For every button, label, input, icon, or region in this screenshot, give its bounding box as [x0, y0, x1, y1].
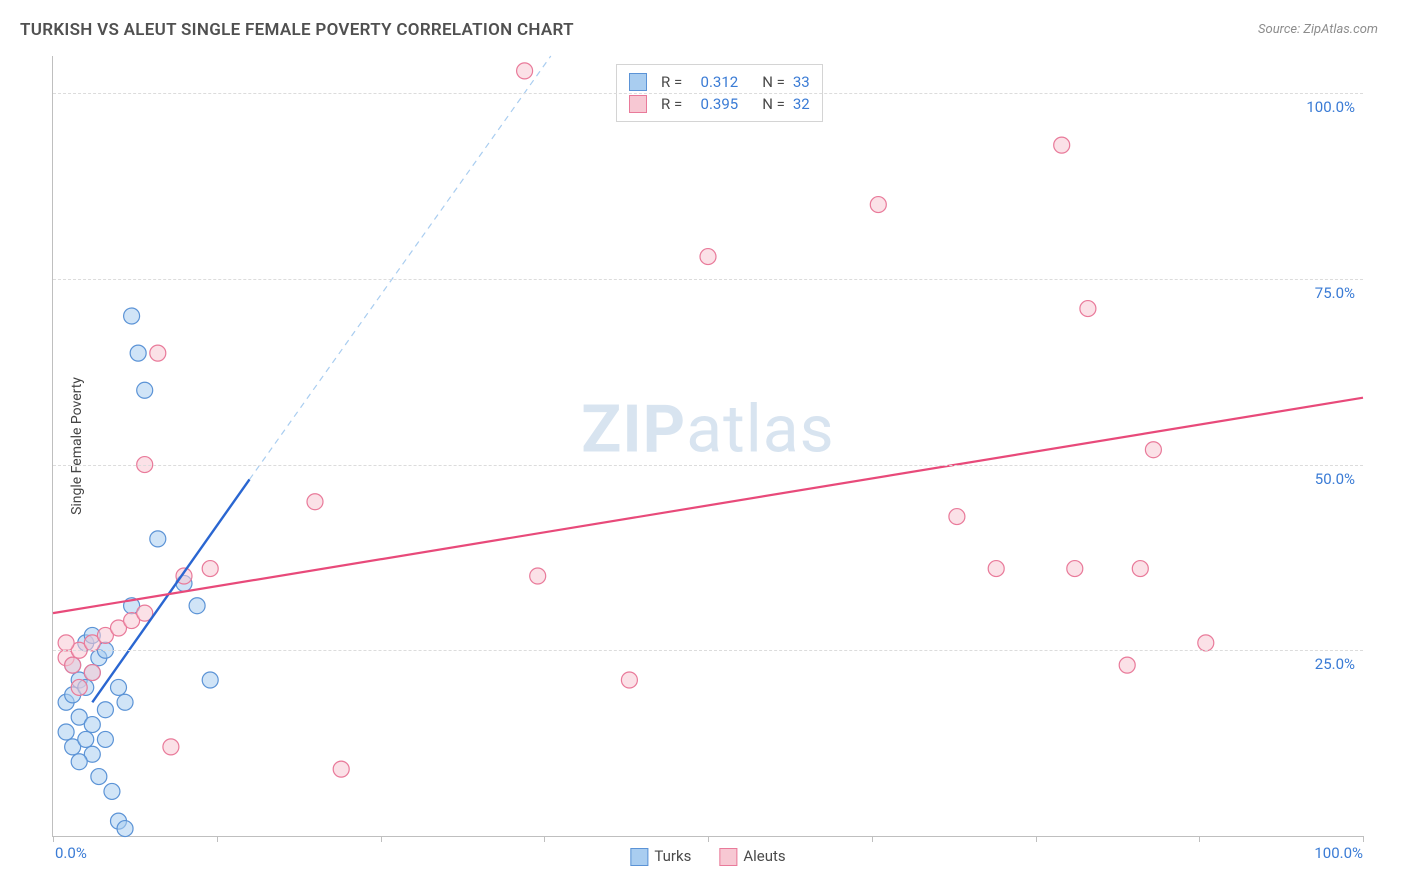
legend-item-turks: Turks — [630, 847, 691, 866]
data-point-turks — [104, 783, 120, 799]
gridline-h — [53, 650, 1363, 651]
data-point-turks — [117, 821, 133, 837]
r-value: 0.312 — [690, 73, 738, 91]
data-point-aleuts — [870, 197, 886, 213]
data-point-aleuts — [58, 635, 74, 651]
data-point-aleuts — [1080, 301, 1096, 317]
data-point-turks — [130, 345, 146, 361]
y-tick-label: 75.0% — [1315, 284, 1355, 302]
stats-row-aleuts: R = 0.395 N = 32 — [629, 93, 810, 115]
x-tick — [544, 836, 545, 842]
data-point-aleuts — [530, 568, 546, 584]
data-point-turks — [111, 679, 127, 695]
data-point-aleuts — [1054, 137, 1070, 153]
gridline-h — [53, 279, 1363, 280]
data-point-turks — [58, 724, 74, 740]
data-point-turks — [97, 731, 113, 747]
data-point-aleuts — [163, 739, 179, 755]
n-label: N = — [762, 73, 785, 91]
data-point-turks — [84, 717, 100, 733]
data-point-aleuts — [307, 494, 323, 510]
r-label: R = — [661, 95, 682, 113]
n-label: N = — [762, 95, 785, 113]
data-point-aleuts — [71, 679, 87, 695]
chart-title: TURKISH VS ALEUT SINGLE FEMALE POVERTY C… — [20, 20, 574, 40]
x-tick — [708, 836, 709, 842]
legend-item-aleuts: Aleuts — [719, 847, 785, 866]
data-point-turks — [150, 531, 166, 547]
data-point-turks — [91, 769, 107, 785]
x-tick — [381, 836, 382, 842]
data-point-aleuts — [333, 761, 349, 777]
swatch-turks — [630, 848, 648, 866]
data-point-turks — [189, 598, 205, 614]
trend-line — [250, 56, 551, 479]
gridline-h — [53, 93, 1363, 94]
r-value: 0.395 — [690, 95, 738, 113]
y-tick-label: 100.0% — [1306, 98, 1355, 116]
data-point-aleuts — [517, 63, 533, 79]
data-point-aleuts — [202, 561, 218, 577]
x-tick-label: 0.0% — [55, 844, 87, 862]
data-point-aleuts — [621, 672, 637, 688]
data-point-turks — [124, 308, 140, 324]
swatch-aleuts — [719, 848, 737, 866]
data-point-aleuts — [150, 345, 166, 361]
data-point-aleuts — [1198, 635, 1214, 651]
plot-svg — [53, 56, 1363, 836]
n-value: 33 — [793, 73, 810, 91]
chart-area: ZIPatlas R =0.312N =33R =0.395N =32 Turk… — [52, 56, 1363, 837]
x-tick — [53, 836, 54, 842]
data-point-aleuts — [1132, 561, 1148, 577]
data-point-aleuts — [65, 657, 81, 673]
data-point-turks — [137, 382, 153, 398]
trend-line — [53, 398, 1363, 613]
x-tick — [1036, 836, 1037, 842]
data-point-aleuts — [84, 665, 100, 681]
chart-container: TURKISH VS ALEUT SINGLE FEMALE POVERTY C… — [0, 0, 1406, 892]
legend-bottom: Turks Aleuts — [630, 847, 785, 866]
x-tick — [1363, 836, 1364, 842]
data-point-aleuts — [949, 509, 965, 525]
gridline-h — [53, 465, 1363, 466]
legend-label: Aleuts — [743, 847, 785, 865]
data-point-turks — [71, 754, 87, 770]
data-point-aleuts — [1067, 561, 1083, 577]
data-point-turks — [97, 702, 113, 718]
x-tick — [217, 836, 218, 842]
x-tick — [1199, 836, 1200, 842]
swatch-aleuts — [629, 95, 647, 113]
data-point-aleuts — [1119, 657, 1135, 673]
x-tick — [872, 836, 873, 842]
r-label: R = — [661, 73, 682, 91]
data-point-turks — [78, 731, 94, 747]
source-label: Source: ZipAtlas.com — [1258, 22, 1378, 37]
y-tick-label: 50.0% — [1315, 470, 1355, 488]
legend-label: Turks — [654, 847, 691, 865]
data-point-aleuts — [988, 561, 1004, 577]
trend-line — [92, 479, 249, 702]
data-point-aleuts — [1145, 442, 1161, 458]
data-point-turks — [117, 694, 133, 710]
data-point-aleuts — [700, 249, 716, 265]
data-point-turks — [202, 672, 218, 688]
x-tick-label: 100.0% — [1314, 844, 1363, 862]
swatch-turks — [629, 73, 647, 91]
y-tick-label: 25.0% — [1315, 655, 1355, 673]
n-value: 32 — [793, 95, 810, 113]
stats-row-turks: R = 0.312 N = 33 — [629, 71, 810, 93]
